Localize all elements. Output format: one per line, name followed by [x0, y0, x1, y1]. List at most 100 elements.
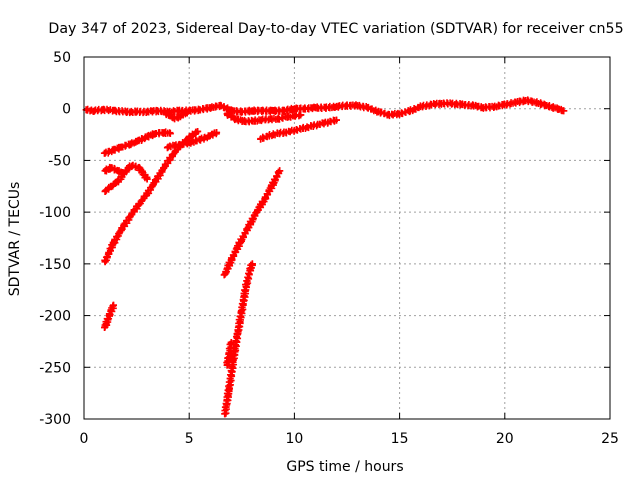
- data-point: [225, 350, 233, 358]
- data-point: [316, 120, 324, 128]
- data-point: [168, 151, 176, 159]
- data-point: [185, 134, 193, 142]
- data-point: [99, 106, 107, 114]
- data-point: [248, 117, 256, 125]
- data-point: [196, 136, 204, 144]
- x-tick-label: 5: [185, 431, 194, 447]
- data-point: [152, 177, 160, 185]
- data-point: [290, 112, 298, 120]
- data-point: [179, 111, 187, 119]
- data-series: [220, 167, 284, 279]
- data-point: [101, 149, 109, 157]
- data-point: [221, 410, 229, 418]
- data-point: [299, 124, 307, 132]
- data-point: [257, 116, 265, 124]
- data-point: [311, 104, 319, 112]
- data-point: [221, 270, 229, 278]
- data-point: [543, 102, 551, 110]
- data-point: [280, 107, 288, 115]
- y-tick-label: -300: [39, 412, 71, 428]
- y-tick-label: -200: [39, 309, 71, 325]
- y-tick-label: -150: [39, 257, 71, 273]
- data-point: [206, 132, 214, 140]
- data-point: [532, 99, 540, 107]
- data-point: [375, 108, 383, 116]
- data-point: [139, 169, 147, 177]
- data-point: [135, 137, 143, 145]
- data-point: [246, 265, 254, 273]
- data-point: [448, 100, 456, 108]
- data-point: [162, 110, 170, 118]
- data-point: [501, 101, 509, 109]
- data-point: [301, 105, 309, 113]
- data-point: [177, 141, 185, 149]
- y-axis-label: SDTVAR / TECUs: [7, 182, 23, 297]
- data-point: [343, 102, 351, 110]
- plot-frame: [83, 56, 611, 420]
- x-tick-label: 15: [391, 431, 409, 447]
- y-tick-label: -50: [48, 153, 71, 169]
- data-series: [223, 338, 235, 369]
- data-point: [257, 135, 265, 143]
- data-point: [282, 129, 290, 137]
- data-point: [135, 201, 143, 209]
- data-point: [234, 330, 242, 338]
- x-axis-label: GPS time / hours: [286, 459, 403, 475]
- data-point: [101, 258, 109, 266]
- data-point: [128, 162, 136, 170]
- data-point: [194, 127, 202, 135]
- data-point: [118, 143, 126, 151]
- data-point: [274, 115, 282, 123]
- data-point: [170, 114, 178, 122]
- data-series: [82, 96, 568, 120]
- data-series: [101, 173, 126, 195]
- data-point: [417, 103, 425, 111]
- data-point: [480, 104, 488, 112]
- data-point: [290, 126, 298, 134]
- data-point: [490, 103, 498, 111]
- data-series: [257, 116, 340, 143]
- data-point: [236, 239, 244, 247]
- y-tick-label: 0: [62, 102, 71, 118]
- data-series: [101, 161, 151, 183]
- data-point: [109, 146, 117, 154]
- data-point: [160, 164, 168, 172]
- data-point: [261, 195, 269, 203]
- data-point: [91, 107, 99, 115]
- data-series: [162, 109, 191, 123]
- data-point: [109, 301, 117, 309]
- data-point: [282, 113, 290, 121]
- data-point: [253, 208, 261, 216]
- data-point: [238, 108, 246, 116]
- data-point: [553, 105, 561, 113]
- data-point: [265, 132, 273, 140]
- data-point: [223, 110, 231, 118]
- data-series: [101, 127, 202, 266]
- data-point: [438, 100, 446, 108]
- data-point: [322, 104, 330, 112]
- axis-ticks: 0 5 10 15 20 25 50 0 -50 -100 -150 -200 -250 -300: [39, 50, 619, 447]
- data-point: [122, 108, 130, 116]
- x-tick-label: 25: [601, 431, 619, 447]
- data-point: [324, 118, 332, 126]
- data-point: [364, 104, 372, 112]
- data-point: [101, 167, 109, 175]
- data-point: [175, 107, 183, 115]
- x-tick-label: 10: [285, 431, 303, 447]
- data-point: [229, 356, 237, 364]
- data-point: [469, 102, 477, 110]
- data-point: [154, 107, 162, 115]
- data-point: [105, 312, 113, 320]
- data-point: [225, 384, 233, 392]
- data-point: [126, 140, 134, 148]
- data-point: [114, 177, 122, 185]
- data-point: [118, 225, 126, 233]
- data-point: [248, 260, 256, 268]
- data-point: [265, 115, 273, 123]
- data-point: [213, 129, 221, 137]
- data-point: [143, 108, 151, 116]
- data-point: [183, 109, 191, 117]
- x-tick-label: 20: [496, 431, 514, 447]
- data-point: [133, 108, 141, 116]
